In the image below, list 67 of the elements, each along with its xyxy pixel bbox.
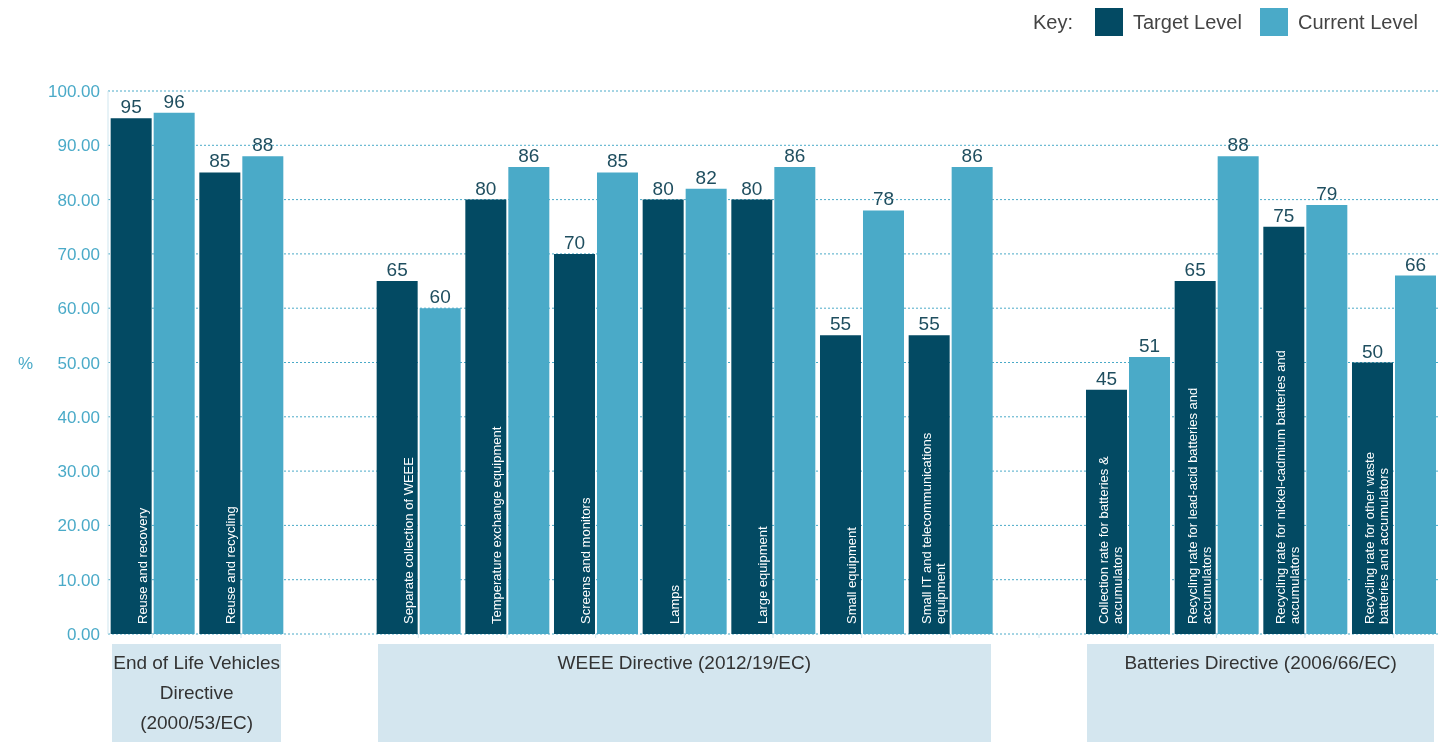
- data-label: 82: [695, 166, 717, 188]
- bar: [819, 335, 861, 634]
- x-tick-label: Lamps: [666, 584, 682, 624]
- x-tick-label: Separate collection of WEEE: [400, 456, 416, 624]
- legend-label: Target Level: [1132, 10, 1242, 34]
- x-tick-label: Small equipment: [843, 526, 859, 624]
- group-box: WEEE Directive (2012/19/EC): [378, 644, 991, 742]
- data-label: 50: [1361, 340, 1384, 362]
- y-tick-label: 0.00: [66, 625, 100, 645]
- data-label: 78: [872, 188, 895, 210]
- x-tick-label: Recycling rate for lead-acid batteries and accumulators: [1184, 387, 1214, 624]
- group-box: Batteries Directive (2006/66/EC): [1087, 644, 1434, 742]
- bar: [110, 118, 152, 634]
- group-box: End of Life Vehicles Directive (2000/53/EC): [112, 644, 282, 742]
- y-tick-label: 90.00: [57, 136, 100, 156]
- y-tick-label: 50.00: [57, 353, 100, 373]
- bar: [908, 335, 950, 634]
- y-tick-label: 10.00: [57, 570, 100, 590]
- data-label: 96: [163, 90, 185, 112]
- x-tick-label: Collection rate for batteries & accumulators: [1095, 456, 1125, 624]
- data-label: 86: [784, 145, 806, 167]
- data-label: 45: [1095, 367, 1118, 389]
- x-tick-label: Recycling rate for nickel-cadmium batteries and accumulators: [1273, 350, 1303, 624]
- data-label: 85: [606, 150, 629, 172]
- data-label: 60: [429, 286, 451, 308]
- y-tick-label: 80.00: [57, 190, 100, 210]
- data-label: 66: [1404, 253, 1427, 275]
- data-label: 55: [829, 313, 852, 335]
- data-label: 79: [1316, 183, 1338, 205]
- data-label: 75: [1273, 204, 1295, 226]
- bar: [731, 199, 773, 634]
- bar: [1263, 226, 1305, 634]
- bar: [642, 199, 684, 634]
- data-label: 80: [741, 177, 763, 199]
- data-label: 65: [1184, 259, 1206, 281]
- data-label: 51: [1138, 335, 1161, 357]
- legend-title: Key:: [1032, 10, 1073, 34]
- x-tick-label: Large equipment: [755, 526, 771, 624]
- y-tick-label: 40.00: [57, 407, 100, 427]
- x-tick-label: Recycling rate for other waste batteries and accumulators: [1361, 452, 1391, 624]
- legend-label: Current Level: [1297, 10, 1418, 34]
- x-tick-label: Reuse and recovery: [134, 507, 150, 624]
- bar: [376, 281, 418, 634]
- y-tick-label: 70.00: [57, 244, 100, 264]
- data-label: 70: [563, 231, 586, 253]
- data-label: 95: [120, 96, 142, 118]
- data-label: 88: [252, 134, 274, 156]
- data-label: 55: [918, 313, 940, 335]
- y-tick-label: 60.00: [57, 299, 100, 319]
- bar: [465, 199, 507, 634]
- x-tick-label: Screens and monitors: [577, 497, 593, 624]
- x-tick-label: Reuse and recycling: [223, 506, 239, 624]
- y-tick-label: 30.00: [57, 462, 100, 482]
- x-tick-label: Temperature exchange equipment: [489, 426, 505, 624]
- data-label: 80: [475, 177, 497, 199]
- bar: [553, 253, 595, 634]
- bar: [199, 172, 241, 634]
- data-label: 65: [386, 259, 408, 281]
- data-label: 85: [209, 150, 231, 172]
- data-label: 80: [652, 177, 674, 199]
- data-label: 86: [518, 145, 540, 167]
- y-tick-label: 100.00: [48, 82, 100, 102]
- data-label: 88: [1227, 134, 1249, 156]
- data-label: 86: [961, 145, 983, 167]
- y-tick-label: 20.00: [57, 516, 100, 536]
- y-axis-title: %: [18, 353, 34, 373]
- x-tick-label: Small IT and telecommunications equipment: [918, 432, 948, 624]
